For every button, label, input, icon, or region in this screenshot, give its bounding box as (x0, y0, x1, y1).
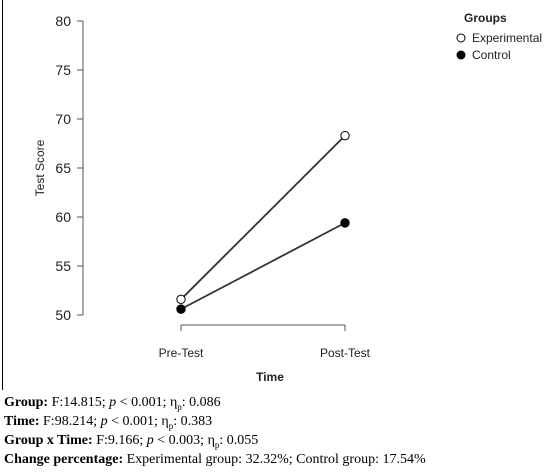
data-point-experimental (340, 130, 350, 141)
y-axis-title: Test Score (33, 139, 47, 196)
stat-line-interaction: Group x Time: F:9.166; p < 0.003; ηp: 0.… (4, 431, 550, 450)
stat-eta-value: : 0.383 (173, 414, 213, 429)
stat-line-group: Group: F:14.815; p < 0.001; ηp: 0.086 (4, 393, 550, 412)
x-tick-label: Post-Test (320, 346, 371, 360)
legend-marker-experimental (456, 33, 466, 43)
y-tick-label: 80 (55, 13, 71, 29)
stat-f: F:98.214; (39, 414, 101, 429)
change-percentage-line: Change percentage: Experimental group: 3… (4, 450, 550, 469)
stat-label: Time: (4, 414, 40, 429)
stat-p: < 0.001; (116, 395, 170, 410)
series-line-control (180, 222, 346, 310)
stat-line-time: Time: F:98.214; p < 0.001; ηp: 0.383 (4, 412, 550, 431)
stat-eta-sub: p (214, 439, 220, 450)
y-tick-label: 70 (55, 111, 71, 127)
y-tick-label: 55 (55, 258, 71, 274)
legend-label-control: Control (472, 48, 511, 62)
stat-p: < 0.003; (153, 433, 208, 448)
data-point-experimental (176, 294, 186, 305)
legend-marker-control (456, 50, 466, 60)
statistics-block: Group: F:14.815; p < 0.001; ηp: 0.086 Ti… (4, 393, 550, 469)
x-tick-label: Pre-Test (159, 346, 204, 360)
y-tick-label: 65 (55, 160, 71, 176)
stat-label: Group x Time: (4, 433, 93, 448)
stat-eta-value: : 0.086 (181, 395, 221, 410)
change-label: Change percentage: (4, 452, 124, 467)
y-tick-label: 60 (55, 209, 71, 225)
y-tick-label: 75 (55, 62, 71, 78)
series-line-experimental (180, 135, 346, 300)
line-chart: 50 55 60 65 70 75 80 Test Score Pre-Test Post-Tes… (33, 11, 542, 384)
stat-p-symbol: p (146, 433, 154, 448)
stat-eta-value: : 0.055 (219, 433, 259, 448)
stat-f: F:14.815; (48, 395, 110, 410)
y-tick-label: 50 (55, 307, 71, 323)
legend-title: Groups (464, 11, 507, 25)
legend-label-experimental: Experimental (472, 31, 542, 45)
stat-p: < 0.001; (107, 414, 162, 429)
change-text: Experimental group: 32.32%; Control grou… (123, 452, 426, 467)
stat-p-symbol: p (100, 414, 108, 429)
stat-eta: η (207, 433, 215, 448)
stat-eta: η (169, 395, 178, 410)
stat-f: F:9.166; (92, 433, 147, 448)
data-point-control (176, 304, 186, 314)
stat-eta-sub: p (177, 401, 182, 412)
stat-label: Group: (4, 395, 49, 410)
stat-eta: η (161, 414, 169, 429)
x-axis-title: Time (256, 370, 284, 384)
left-border (2, 0, 3, 390)
stat-p-symbol: p (109, 395, 117, 410)
data-point-control (340, 218, 350, 228)
stat-eta-sub: p (168, 420, 174, 431)
